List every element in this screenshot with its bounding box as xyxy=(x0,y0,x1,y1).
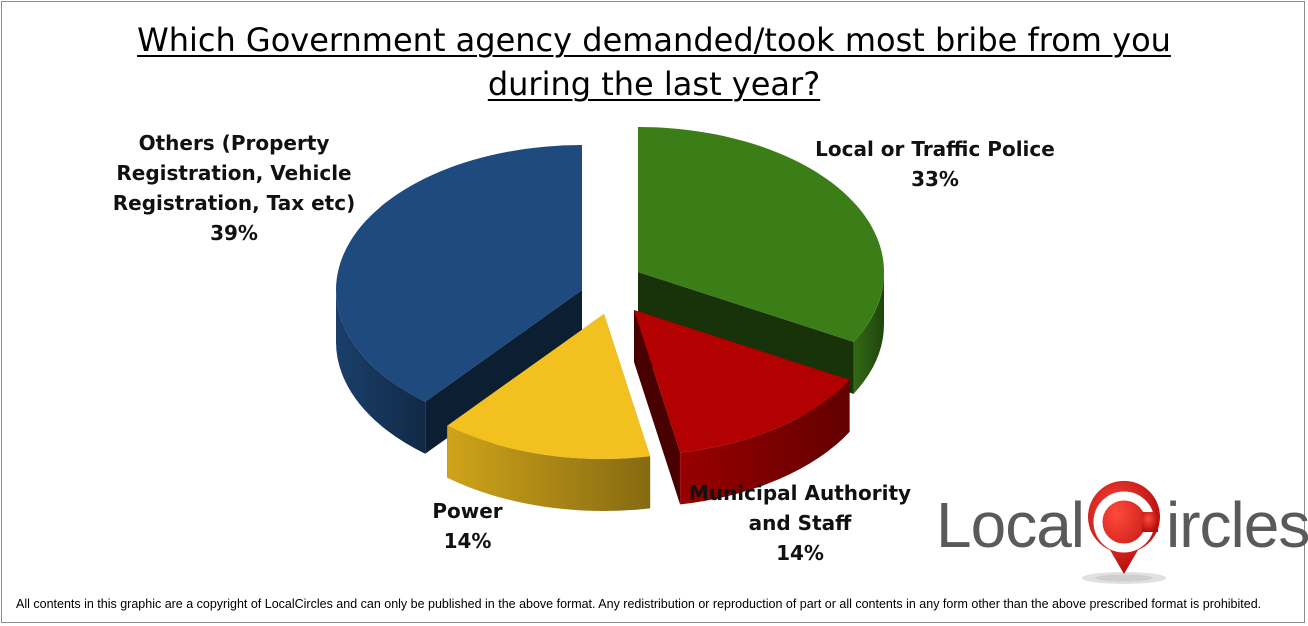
slice-label-line: Registration, Tax etc) xyxy=(112,191,356,215)
pie-slice-top-0 xyxy=(638,127,884,342)
pie-slice-wall xyxy=(638,272,854,394)
pie-slice-wall xyxy=(425,290,582,454)
pie-slice-top-1 xyxy=(634,310,850,453)
slice-label-line: Municipal Authority xyxy=(688,481,912,505)
slice-label-line: and Staff xyxy=(748,511,852,535)
slice-value-label: 39% xyxy=(210,221,258,245)
pie-slice-0 xyxy=(638,272,884,394)
slice-label-line: Power xyxy=(432,499,503,523)
pie-slice-side xyxy=(336,290,426,454)
slice-label-line: Others (Property xyxy=(138,131,330,155)
title-line-2: during the last year? xyxy=(487,65,821,103)
slice-value-label: 14% xyxy=(443,529,492,553)
pie-top-layer xyxy=(335,127,884,459)
pie-slice-side xyxy=(853,272,884,394)
slice-label-others: Others (Property Registration, Vehicle Reg… xyxy=(84,128,384,248)
pie-slice-top-2 xyxy=(447,314,651,459)
slice-label-power: Power 14% xyxy=(380,496,555,556)
logo-text-left: Local xyxy=(936,489,1085,561)
logo-text-right: ircles xyxy=(1166,489,1308,561)
location-pin-icon xyxy=(1082,480,1166,584)
slice-label-local-traffic-police: Local or Traffic Police 33% xyxy=(790,134,1080,194)
slice-value-label: 33% xyxy=(911,167,959,191)
slice-label-line: Registration, Vehicle xyxy=(116,161,352,185)
pie-slice-top-3 xyxy=(335,145,582,402)
pie-slice-3 xyxy=(336,290,582,454)
slice-value-label: 14% xyxy=(776,541,824,565)
pie-slice-wall xyxy=(634,310,681,505)
pie-slice-side xyxy=(447,425,651,511)
slice-label-line: Local or Traffic Police xyxy=(815,137,1055,161)
chart-title: Which Government agency demanded/took mo… xyxy=(0,18,1308,106)
title-line-1: Which Government agency demanded/took mo… xyxy=(137,21,1171,59)
copyright-footer: All contents in this graphic are a copyr… xyxy=(16,597,1262,611)
localcircles-logo: Local ircles xyxy=(934,478,1308,590)
pie-slice-side xyxy=(680,379,850,505)
slice-label-municipal-authority: Municipal Authority and Staff 14% xyxy=(660,478,940,568)
